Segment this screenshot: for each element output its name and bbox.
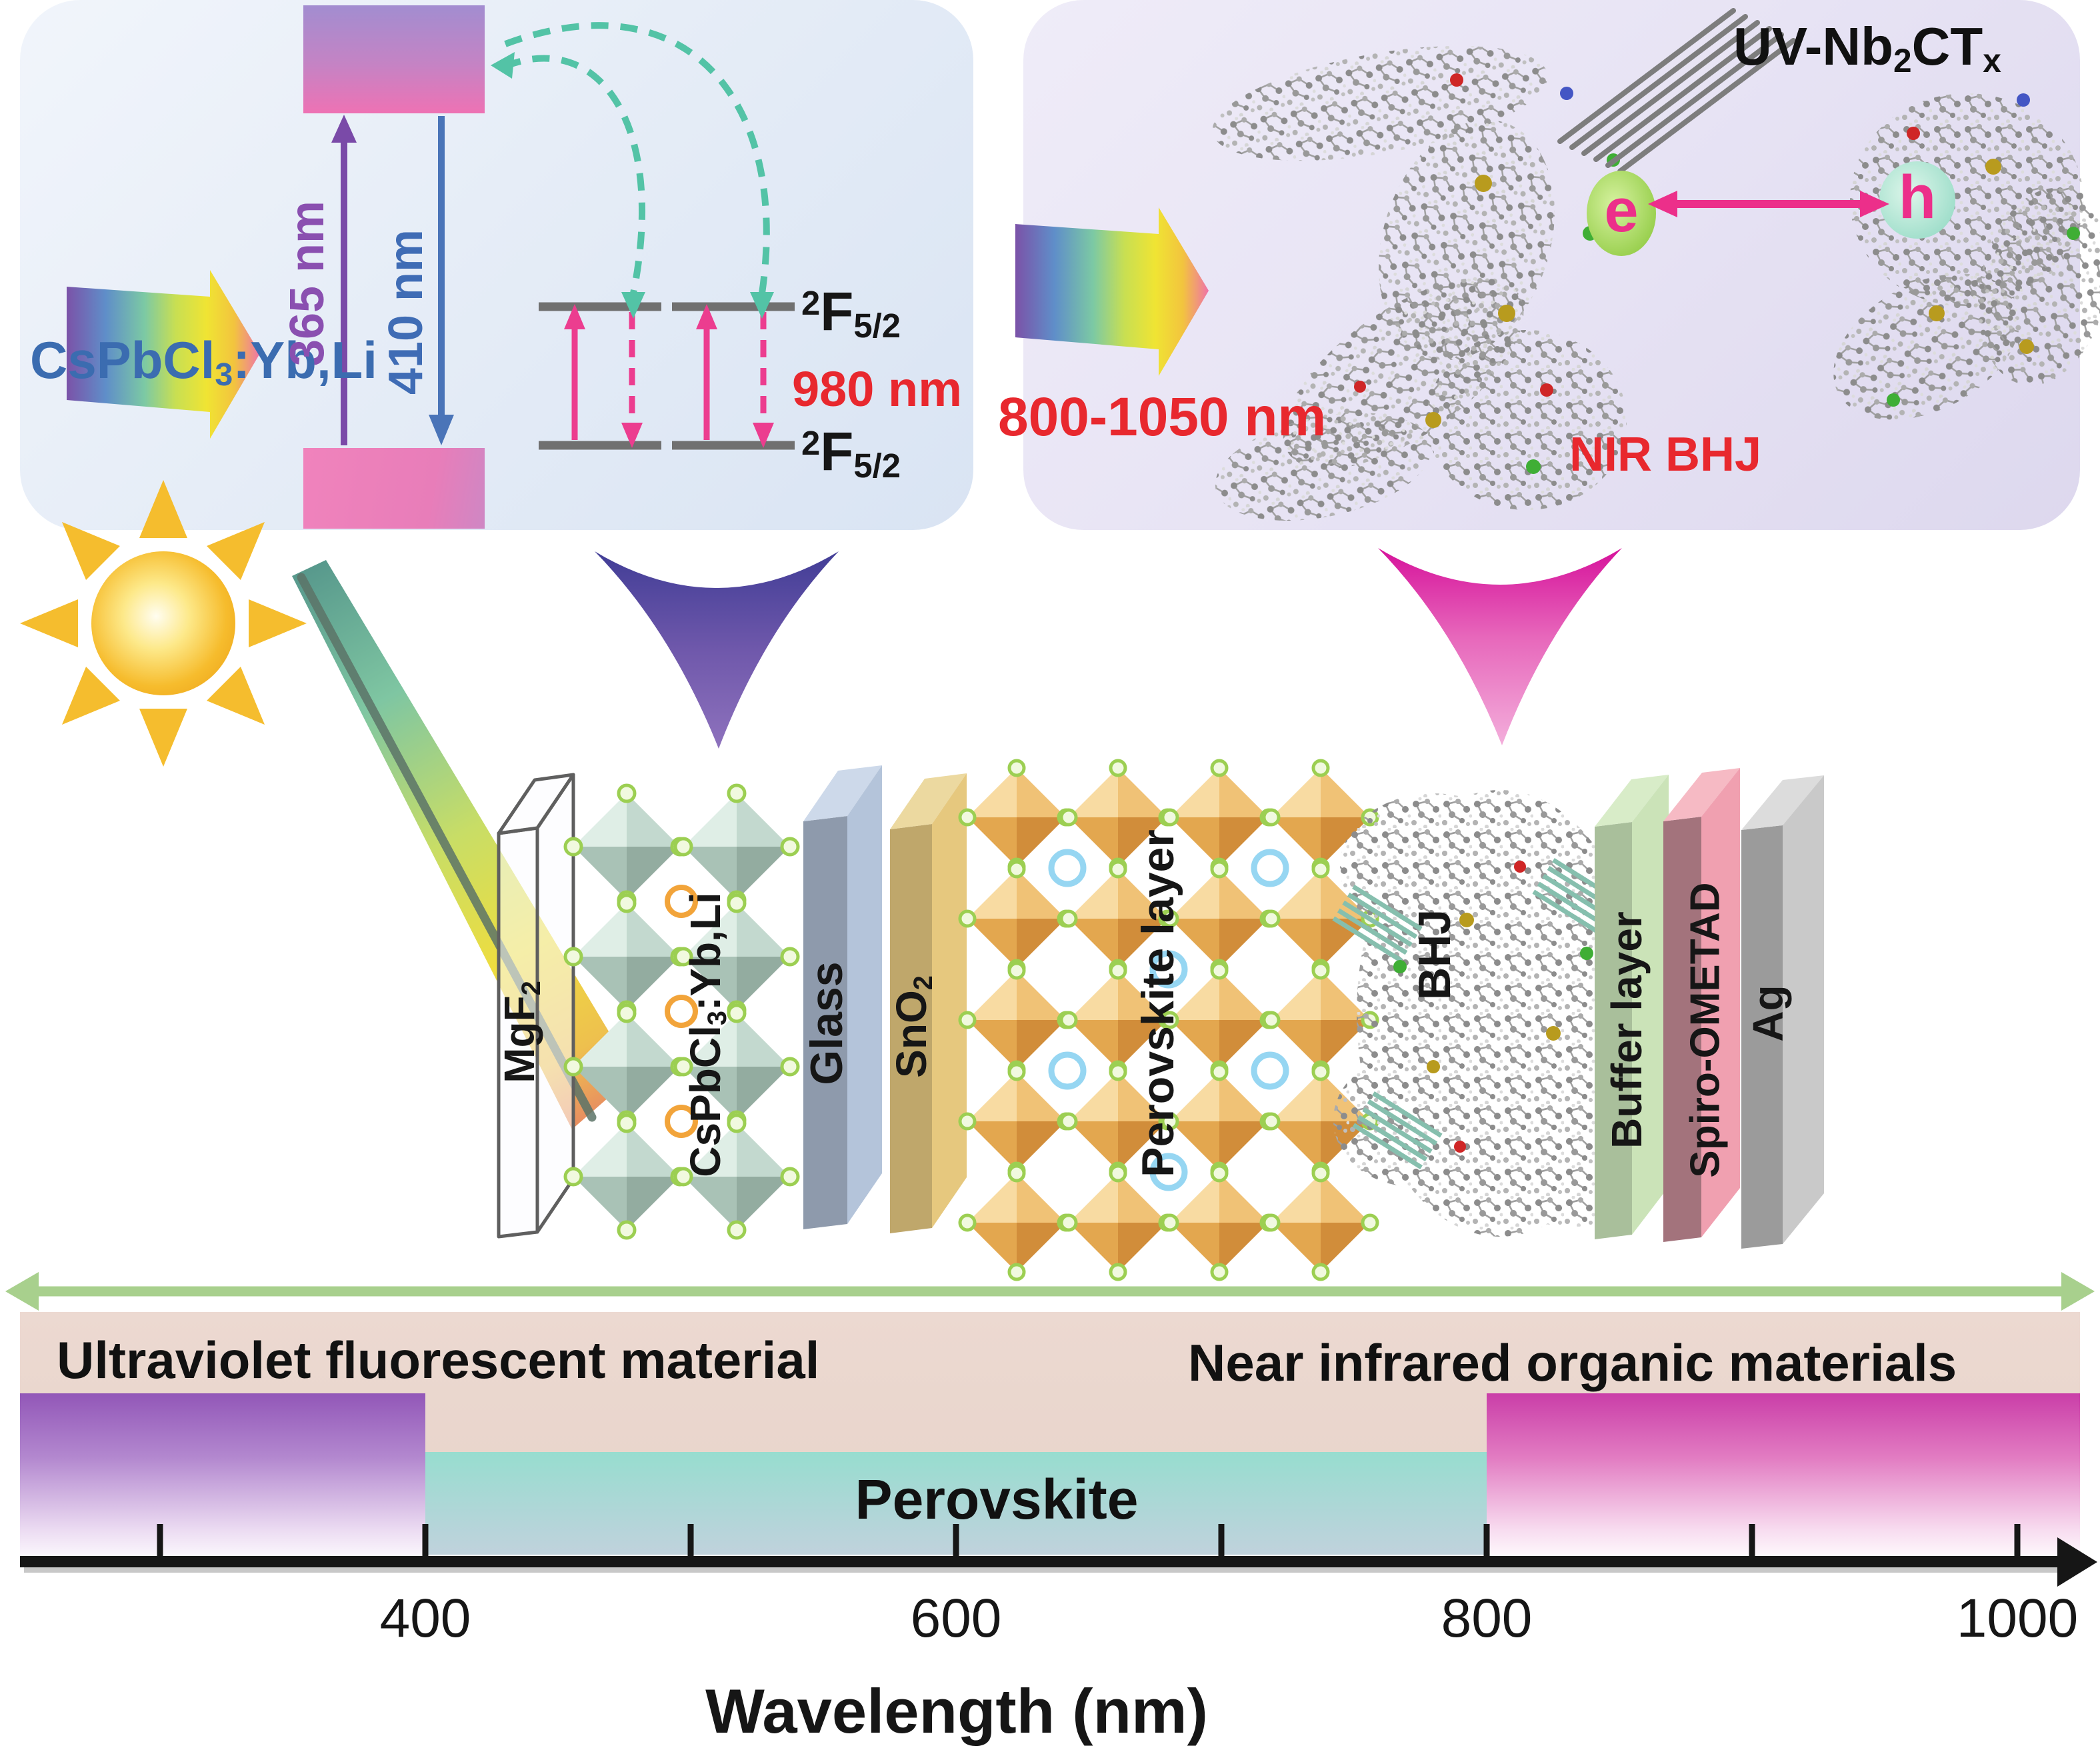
ag-slab (1741, 775, 1824, 1249)
nir-range-label: 800-1050 nm (998, 387, 1327, 447)
sno2-slab (890, 773, 967, 1233)
funnel-arrow-uv (595, 551, 839, 749)
excited-state-box (303, 5, 485, 113)
nir-bhj-label: NIR BHJ (1569, 428, 1762, 481)
funnel-arrow-nir (1378, 548, 1622, 745)
device-stack (497, 761, 1824, 1279)
excitation-365-arrow (331, 115, 357, 445)
layer-label-cspbcl3: CsPbCl3:Yb,Li (681, 892, 732, 1177)
glass-slab (803, 765, 882, 1229)
uv-panel (20, 0, 973, 530)
spiro-slab (1663, 768, 1740, 1242)
electron-label: e (1604, 176, 1639, 245)
layer-label-glass: Glass (801, 961, 852, 1085)
layer-label-bhj: BHJ (1409, 909, 1460, 1001)
axis-tick-600: 600 (910, 1588, 1002, 1649)
layer-label-buffer: Buffer layer (1603, 911, 1651, 1149)
axis-tick-400: 400 (379, 1588, 471, 1649)
axis-tick-1000: 1000 (1956, 1588, 2079, 1649)
layer-label-perovskite: Perovskite layer (1133, 829, 1183, 1177)
sun-icon (20, 480, 307, 767)
nir-molecule-structures (1212, 45, 2100, 521)
uv-material-label: CsPbCl3:Yb,Li (30, 331, 377, 393)
spectrum-range-arrow (5, 1272, 2095, 1311)
nir-bar-label: Near infrared organic materials (1188, 1333, 1957, 1392)
uv-bar-label: Ultraviolet fluorescent material (57, 1331, 820, 1389)
molecule-heteroatoms (1354, 73, 2080, 474)
hole-label: h (1898, 163, 1937, 231)
layer-label-ag: Ag (1744, 985, 1792, 1042)
buffer-slab (1595, 775, 1669, 1239)
perovskite-lattice (960, 761, 1377, 1279)
level-lower-label: 2F5/2 (801, 421, 901, 485)
axis-title: Wavelength (nm) (705, 1676, 1208, 1746)
emission-410-label: 410 nm (379, 229, 433, 395)
layer-label-mgf2: MgF2 (495, 981, 546, 1083)
electron-hole-pair (1587, 161, 1955, 256)
mgf2-slab (497, 773, 575, 1239)
mxene-label: UV-Nb2CTx (1733, 17, 2001, 79)
energy-level-diagram (331, 22, 795, 450)
cspbcl3-lattice (565, 785, 798, 1238)
nir-range-block (1487, 1393, 2080, 1555)
mxene-flake-icon (1557, 8, 1796, 174)
wavelength-axis (20, 1524, 2097, 1587)
emission-410-arrow (429, 116, 454, 445)
energy-transfer-curves (503, 22, 770, 294)
ground-state-box (303, 448, 485, 529)
perovskite-bar-label: Perovskite (855, 1468, 1139, 1531)
nir-980-label: 980 nm (792, 361, 963, 417)
axis-tick-800: 800 (1441, 1588, 1533, 1649)
layer-label-spiro: Spiro-OMETAD (1682, 882, 1729, 1178)
level-upper-label: 2F5/2 (801, 281, 901, 345)
layer-label-sno2: SnO2 (887, 975, 938, 1078)
uv-range-block (20, 1393, 425, 1555)
excitation-365-label: 365 nm (281, 200, 335, 367)
